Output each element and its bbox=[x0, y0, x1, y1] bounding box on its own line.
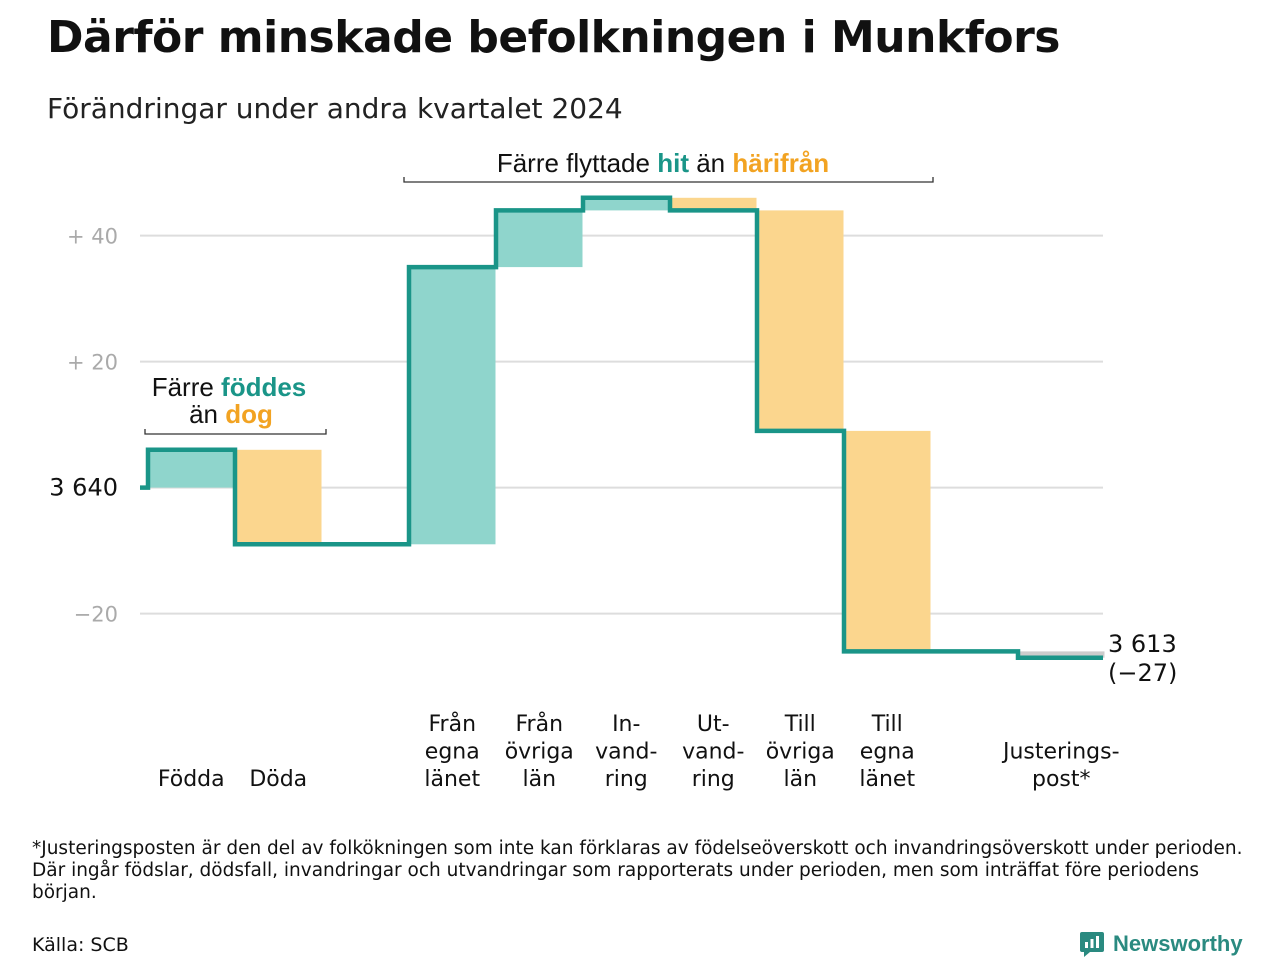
category-label: In- bbox=[612, 712, 640, 737]
annotation-bracket-moves bbox=[403, 177, 934, 183]
annotation-text: än bbox=[189, 399, 225, 429]
category-label: egna bbox=[425, 740, 480, 765]
annotation-bracket-births bbox=[144, 429, 327, 435]
bar bbox=[583, 197, 670, 211]
category-label: Justerings- bbox=[1001, 740, 1120, 765]
category-label: länet bbox=[424, 767, 480, 792]
category-label: Till bbox=[871, 712, 903, 737]
category-label: Från bbox=[515, 711, 563, 737]
end-value-label: (−27) bbox=[1108, 659, 1177, 687]
category-label: länet bbox=[859, 767, 915, 792]
annotation-keyword-foddes: föddes bbox=[221, 372, 306, 402]
annotation-text: Färre bbox=[152, 372, 221, 402]
category-label: ring bbox=[605, 767, 648, 792]
category-label: övriga bbox=[505, 740, 574, 765]
annotation-text: än bbox=[689, 148, 732, 178]
chart-subtitle: Förändringar under andra kvartalet 2024 bbox=[47, 92, 623, 125]
y-tick-label: + 20 bbox=[67, 351, 118, 375]
annotation-keyword-dog: dog bbox=[225, 399, 273, 429]
category-label: vand- bbox=[682, 740, 744, 765]
step-line bbox=[140, 195, 1103, 660]
category-label: Ut- bbox=[697, 712, 730, 737]
annotation-births-line2: än dog bbox=[189, 399, 273, 429]
footnote: *Justeringsposten är den del av folkökni… bbox=[32, 838, 1243, 903]
category-label: vand- bbox=[595, 740, 657, 765]
category-label: Från bbox=[428, 711, 476, 737]
annotation-text: Färre flyttade bbox=[497, 148, 657, 178]
end-value-label: 3 613 bbox=[1108, 630, 1177, 658]
chart-title: Därför minskade befolkningen i Munkfors bbox=[47, 12, 1060, 63]
category-label: övriga bbox=[766, 740, 835, 765]
grid-lines bbox=[140, 234, 1103, 615]
bar bbox=[235, 449, 322, 545]
brand-name: Newsworthy bbox=[1113, 931, 1243, 956]
category-label: ring bbox=[692, 767, 735, 792]
annotation-keyword-hit: hit bbox=[657, 148, 689, 178]
category-label: Födda bbox=[158, 767, 225, 792]
bar bbox=[409, 267, 496, 545]
source-note: Källa: SCB bbox=[32, 934, 129, 956]
annotation-moves: Färre flyttade hit än härifrån bbox=[497, 148, 829, 178]
newsworthy-logo-icon bbox=[1080, 932, 1104, 957]
waterfall-chart: + 40 + 20 3 640 −20 3 613(−27) Födda Döda Från e… bbox=[49, 148, 1177, 792]
annotation-keyword-harifran: härifrån bbox=[732, 148, 829, 178]
y-tick-label: + 40 bbox=[67, 225, 118, 249]
annotation-births-line1: Färre föddes bbox=[152, 372, 307, 402]
labels: + 40 + 20 3 640 −20 3 613(−27) Födda Döda Från e… bbox=[49, 148, 1177, 792]
bar bbox=[757, 210, 844, 431]
step-line-group bbox=[140, 195, 1103, 660]
bar bbox=[496, 210, 583, 268]
category-label: egna bbox=[860, 740, 915, 765]
y-tick-label: −20 bbox=[74, 603, 118, 627]
category-label: post* bbox=[1032, 767, 1091, 792]
brand-logo: Newsworthy bbox=[1079, 928, 1243, 960]
category-label: län bbox=[783, 767, 817, 792]
bar bbox=[844, 430, 931, 652]
bar bbox=[670, 197, 757, 211]
y-tick-label-base: 3 640 bbox=[49, 474, 118, 502]
bars bbox=[148, 197, 1105, 658]
bar bbox=[148, 449, 235, 488]
category-label: Döda bbox=[249, 767, 307, 792]
bar bbox=[1018, 651, 1105, 658]
category-label: Till bbox=[784, 712, 816, 737]
category-label: län bbox=[522, 767, 556, 792]
